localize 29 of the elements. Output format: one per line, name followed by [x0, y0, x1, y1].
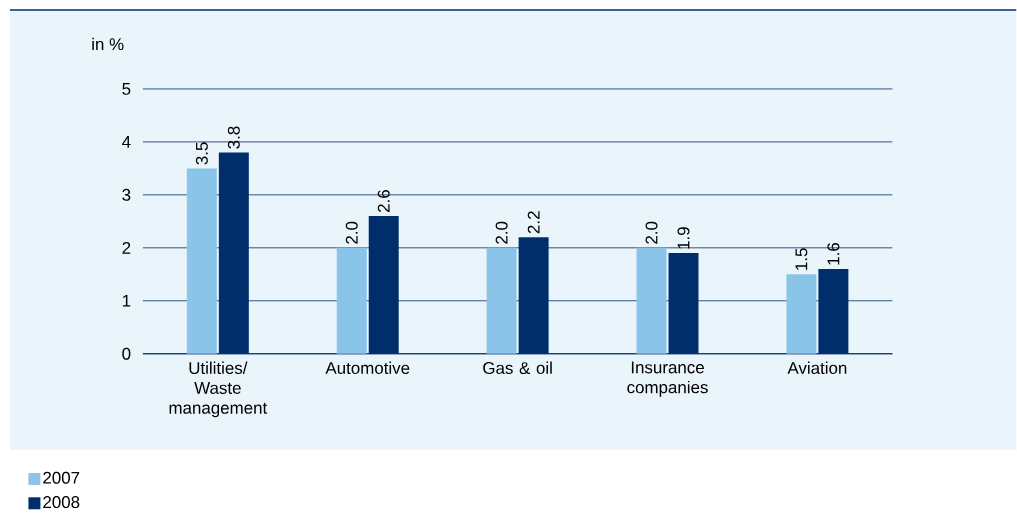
bar	[786, 274, 817, 354]
bar	[186, 168, 217, 354]
y-tick-label: 2	[122, 242, 131, 254]
data-label: 2.2	[527, 211, 540, 234]
data-label: 2.0	[495, 221, 508, 244]
y-tick-label: 4	[122, 136, 131, 148]
x-tick-label: Aviation	[787, 361, 847, 375]
data-label: 2.6	[377, 190, 390, 213]
data-label: 2.0	[345, 221, 358, 244]
data-label: 2.0	[645, 221, 658, 244]
data-label: 3.5	[195, 142, 208, 165]
x-tick-label: Gas & oil	[483, 361, 552, 375]
y-tick-label: 3	[122, 189, 131, 202]
y-axis-title: in %	[92, 37, 124, 51]
data-label: 1.6	[827, 243, 840, 265]
x-tick-label: Utilities/ Waste management	[169, 361, 268, 418]
bar	[486, 248, 517, 354]
x-tick-label: Automotive	[325, 361, 410, 375]
data-label: 1.9	[677, 227, 690, 249]
bar	[336, 248, 367, 354]
data-label: 1.5	[795, 248, 808, 270]
bar	[636, 248, 667, 354]
y-tick-label: 0	[122, 347, 131, 360]
data-label: 3.8	[227, 126, 240, 149]
y-tick-label: 5	[122, 83, 131, 96]
x-tick-label: Insurance companies	[627, 361, 708, 397]
legend-label: 2008	[43, 496, 80, 509]
y-tick-label: 1	[122, 295, 131, 307]
legend-label: 2007	[43, 471, 80, 484]
